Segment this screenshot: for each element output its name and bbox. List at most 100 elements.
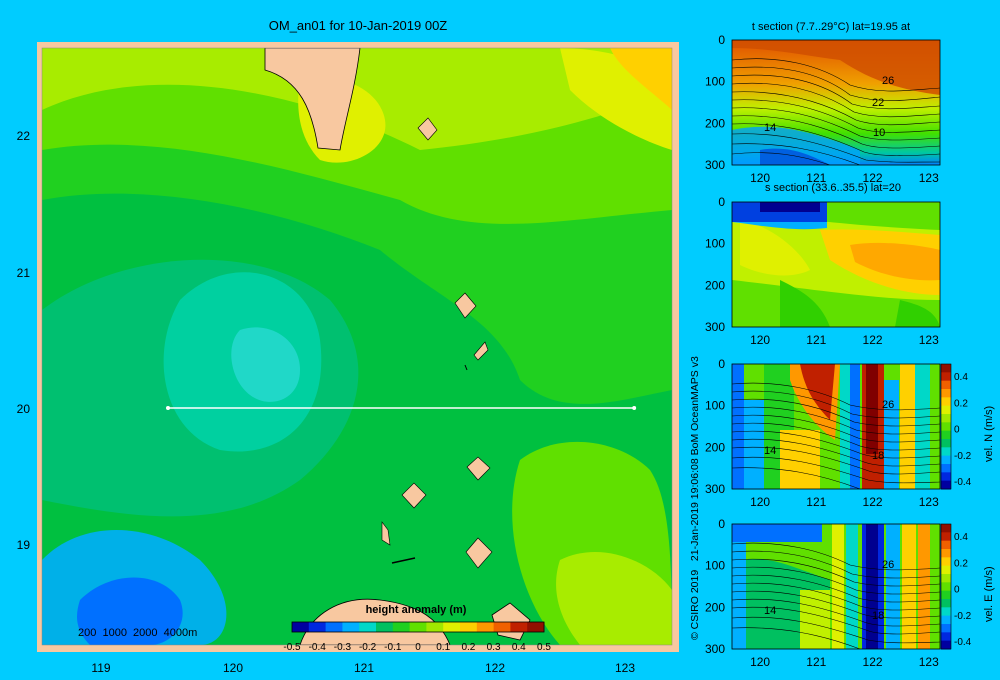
colorbar-segment [941, 455, 951, 465]
colorbar-segment [941, 624, 951, 633]
colorbar-tick: 0.4 [954, 372, 968, 383]
colorbar-segment [409, 622, 427, 632]
vel-n-colorbar: 0.4 0.2 0 -0.2 -0.4 [940, 363, 972, 490]
panel-x-tick: 120 [750, 495, 770, 509]
colorbar-segment [476, 622, 495, 632]
colorbar-segment [941, 540, 951, 550]
colorbar-tick: -0.4 [954, 477, 972, 488]
panel-y-tick: 300 [705, 320, 725, 334]
colorbar-segment [510, 622, 528, 632]
panel-y-tick: 0 [718, 357, 725, 371]
colorbar-segment [460, 622, 478, 632]
vel-n-section [732, 364, 940, 489]
panel-x-tick: 121 [806, 495, 826, 509]
panel-x-tick: 123 [919, 171, 939, 185]
colorbar-tick: -0.2 [954, 611, 972, 622]
contour-label: 26 [882, 559, 894, 571]
panel-x-tick: 123 [919, 333, 939, 347]
panel-x-tick: 122 [863, 655, 883, 669]
colorbar-segment [941, 397, 951, 407]
colorbar-tick: -0.3 [334, 642, 352, 653]
panel-x-tick: 121 [806, 655, 826, 669]
colorbar-segment [392, 622, 411, 632]
panel-y-tick: 100 [705, 75, 725, 89]
contour-label: 26 [882, 75, 894, 87]
panel-x-tick: 122 [863, 333, 883, 347]
colorbar-segment [941, 472, 951, 482]
colorbar-tick: -0.1 [384, 642, 402, 653]
colorbar-segment [941, 565, 951, 575]
panel-frame [731, 39, 941, 166]
contour-label: 18 [872, 450, 884, 462]
colorbar-tick: 0 [954, 585, 960, 596]
depth-legend: 200 1000 2000 4000m [78, 627, 197, 639]
contour-label: 18 [872, 610, 884, 622]
copyright-text: © CSIRO 2019 21-Jan-2019 19:06:08 BoM Oc… [689, 356, 701, 640]
map-y-tick: 20 [17, 402, 31, 416]
colorbar-segment [941, 464, 951, 473]
section-end-marker [632, 406, 637, 410]
panel-title: t section (7.7..29°C) lat=19.95 at [752, 21, 910, 33]
panel-x-tick: 120 [750, 333, 770, 347]
panel-y-tick: 200 [705, 278, 725, 292]
vel-n-colorbar-label: vel. N (m/s) [983, 406, 995, 462]
colorbar-segment [941, 389, 951, 398]
contour-label: 22 [872, 97, 884, 109]
map-y-ticks: 22 21 20 19 [17, 129, 31, 552]
colorbar-segment [941, 480, 951, 490]
colorbar-segment [941, 422, 951, 432]
map-x-ticks: 119 120 121 122 123 [91, 661, 635, 675]
colorbar-segment [941, 380, 951, 390]
contour-label: 26 [882, 399, 894, 411]
map-field [42, 48, 672, 645]
colorbar-segment [941, 372, 951, 382]
map-y-tick: 21 [17, 266, 31, 280]
colorbar-segment [941, 532, 951, 542]
colorbar-tick: -0.2 [954, 451, 972, 462]
colorbar-segment [941, 574, 951, 583]
panel-y-tick: 0 [718, 195, 725, 209]
colorbar-segment [376, 622, 394, 632]
salinity-section [732, 202, 940, 327]
colorbar-segment [941, 439, 951, 448]
panel-x-tick: 121 [806, 171, 826, 185]
colorbar-segment [325, 622, 343, 632]
colorbar-tick: 0.2 [954, 398, 968, 409]
panel-axes: 0 100 200 300 120 121 122 123 0 100 200 300 120 121 12… [705, 33, 939, 669]
panel-y-tick: 0 [718, 33, 725, 47]
colorbar-segment [941, 430, 951, 440]
map-y-tick: 19 [17, 538, 31, 552]
panel-frame [731, 523, 941, 650]
map-x-tick: 122 [485, 661, 505, 675]
panel-x-tick: 121 [806, 333, 826, 347]
colorbar-tick: 0.2 [954, 558, 968, 569]
panel-y-tick: 200 [705, 600, 725, 614]
map-y-tick: 22 [17, 129, 31, 143]
panel-y-tick: 300 [705, 482, 725, 496]
colorbar-segment [941, 364, 951, 373]
vel-e-section [732, 524, 940, 649]
panel-x-tick: 123 [919, 655, 939, 669]
colorbar-segment [941, 405, 951, 415]
colorbar-segment [941, 590, 951, 600]
vel-e-colorbar-label: vel. E (m/s) [983, 566, 995, 622]
colorbar-segment [941, 549, 951, 558]
colorbar-tick: 0.2 [461, 642, 475, 653]
colorbar-title: height anomaly (m) [366, 604, 467, 616]
colorbar-segment [941, 632, 951, 642]
colorbar-segment [941, 557, 951, 567]
map-title: OM_an01 for 10-Jan-2019 00Z [269, 18, 448, 33]
panel-frame [731, 201, 941, 328]
colorbar-segment [941, 607, 951, 617]
colorbar-tick: 0 [415, 642, 421, 653]
section-start-marker [166, 406, 170, 410]
contour-label: 14 [764, 445, 776, 457]
panel-y-tick: 100 [705, 559, 725, 573]
colorbar-tick: 0.4 [512, 642, 526, 653]
map-x-tick: 121 [354, 661, 374, 675]
panel-title: s section (33.6..35.5) lat=20 [765, 182, 901, 194]
panel-y-tick: 100 [705, 399, 725, 413]
colorbar-segment [941, 640, 951, 650]
colorbar-ticks: -0.5 -0.4 -0.3 -0.2 -0.1 0 0.1 0.2 0.3 0.4 0.5 [283, 642, 551, 653]
panel-x-tick: 120 [750, 655, 770, 669]
